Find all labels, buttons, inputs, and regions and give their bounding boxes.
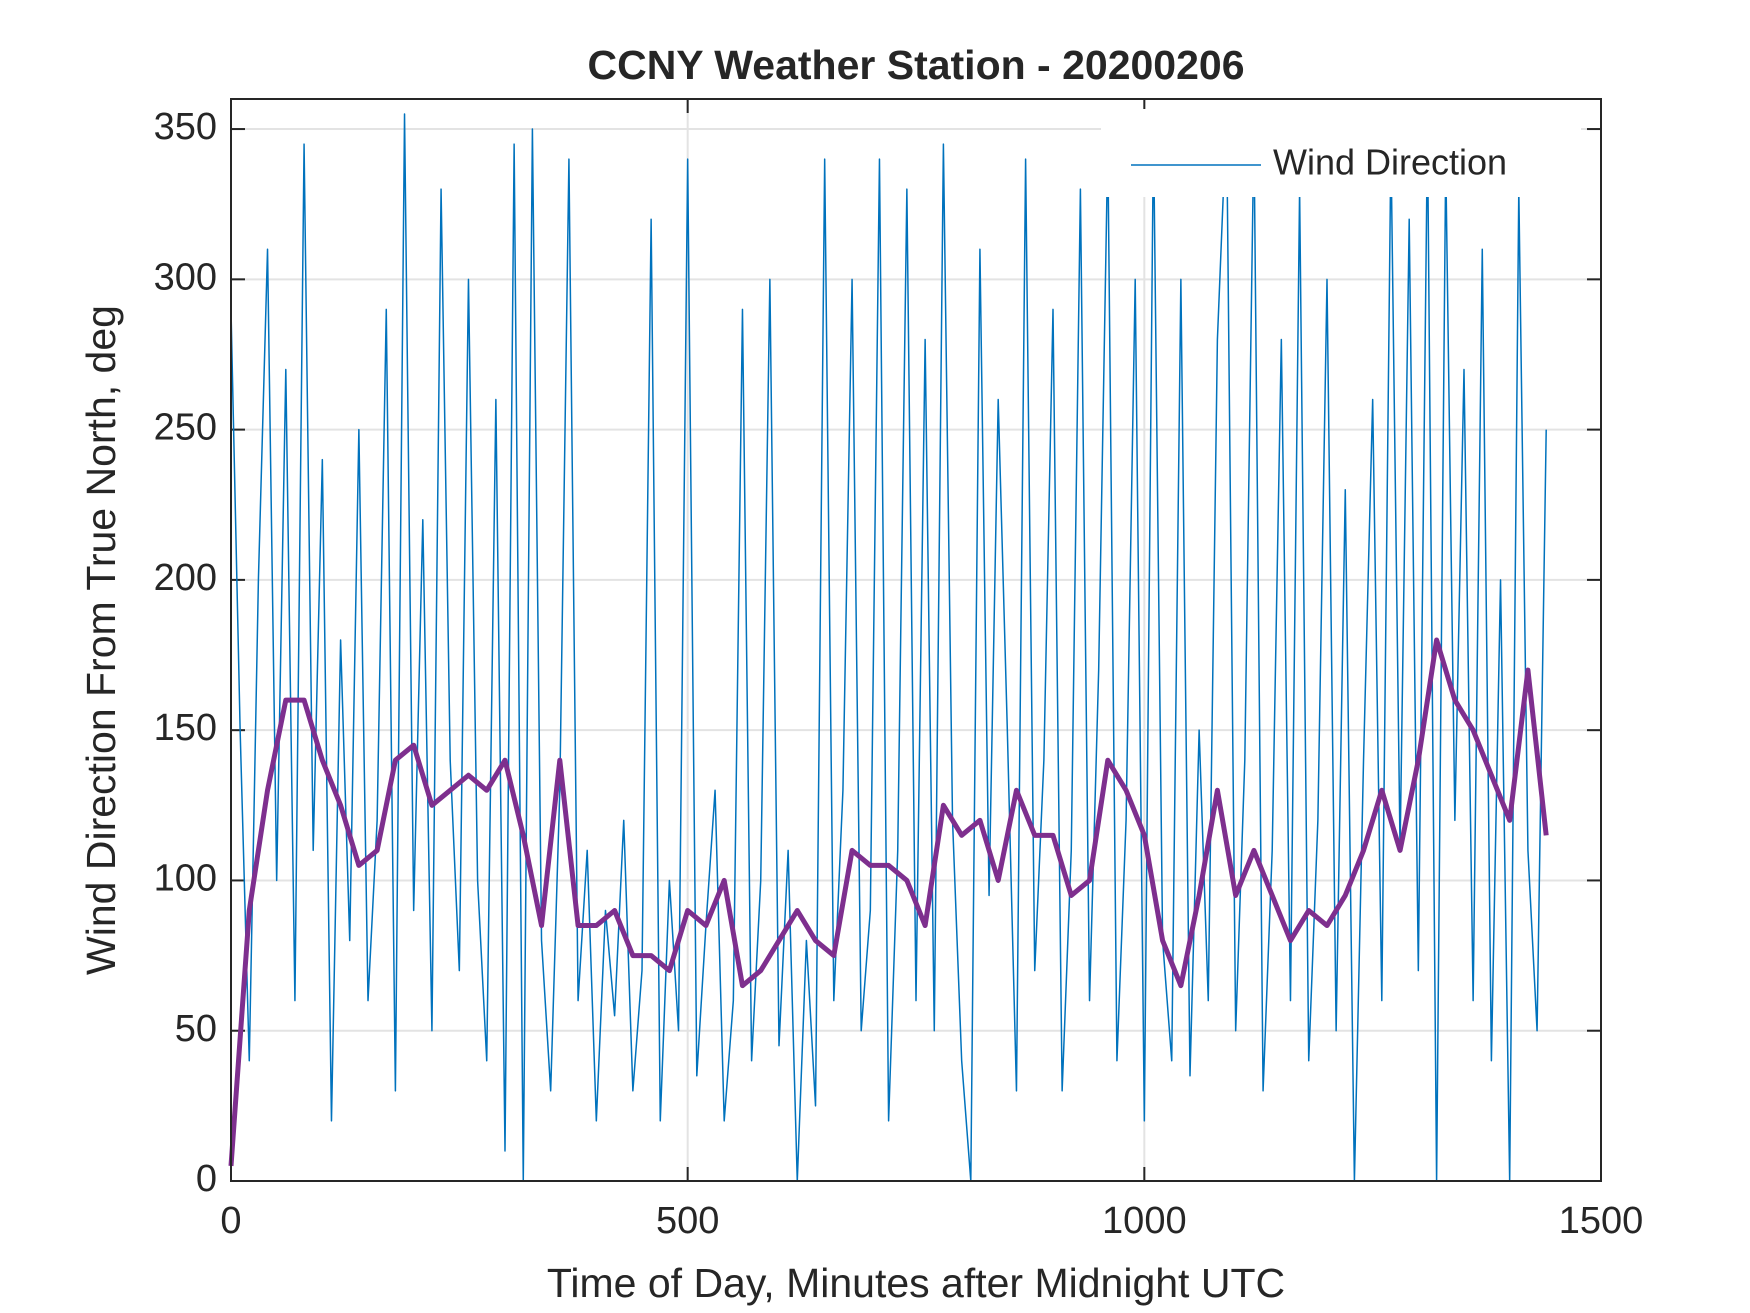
- y-tick-label: 250: [154, 407, 217, 449]
- x-axis-label: Time of Day, Minutes after Midnight UTC: [547, 1260, 1285, 1306]
- y-tick-label: 150: [154, 707, 217, 749]
- y-tick-label: 100: [154, 857, 217, 899]
- y-axis-label: Wind Direction From True North, deg: [78, 305, 124, 975]
- x-tick-label: 500: [656, 1200, 719, 1242]
- x-tick-label: 1500: [1559, 1200, 1644, 1242]
- data-line: [228, 637, 1549, 1167]
- legend-box: [1101, 109, 1581, 197]
- chart-title: CCNY Weather Station - 20200206: [587, 42, 1244, 88]
- x-tick-label: 1000: [1102, 1200, 1187, 1242]
- y-tick-label: 50: [175, 1008, 217, 1050]
- y-tick-label: 0: [196, 1158, 217, 1200]
- legend-label: Wind Direction: [1273, 142, 1507, 183]
- y-tick-label: 200: [154, 557, 217, 599]
- y-tick-label: 350: [154, 106, 217, 148]
- data-line: [230, 113, 1547, 1182]
- plot-frame: [230, 98, 1602, 1182]
- x-tick-label: 0: [220, 1200, 241, 1242]
- y-tick-label: 300: [154, 256, 217, 298]
